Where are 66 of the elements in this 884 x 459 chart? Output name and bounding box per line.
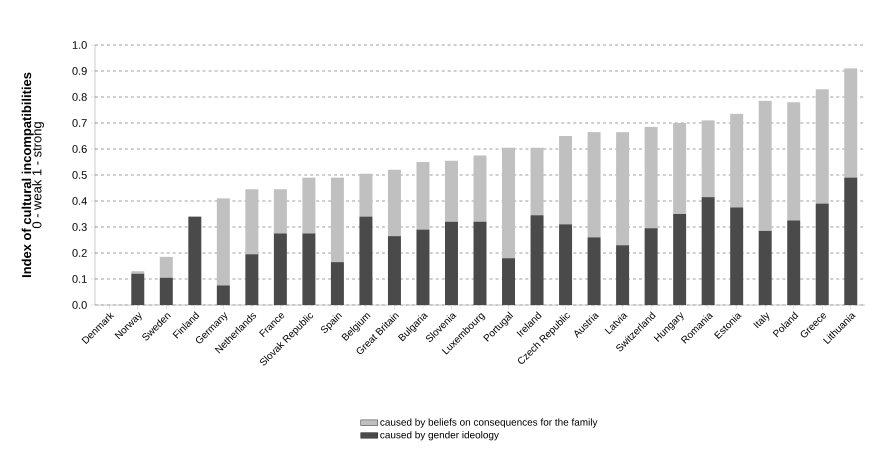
bar — [816, 204, 829, 305]
bar — [844, 178, 858, 305]
bar — [673, 214, 686, 305]
y-tick-label: 1.0 — [72, 41, 87, 49]
bar — [474, 222, 487, 305]
bar — [673, 123, 686, 214]
y-tick-label: 0.6 — [72, 145, 87, 153]
bar — [416, 162, 430, 230]
bar — [302, 178, 316, 234]
bar — [359, 216, 372, 305]
y-tick-label: 0.2 — [72, 249, 87, 257]
bar — [616, 132, 630, 246]
bar — [330, 178, 344, 262]
bar — [359, 174, 372, 217]
bar — [530, 215, 544, 305]
bar — [816, 89, 829, 204]
bar — [160, 278, 173, 305]
y-tick-label: 0.7 — [72, 119, 87, 127]
bar — [530, 148, 544, 216]
legend-label: caused by beliefs on consequences for the family — [380, 418, 598, 428]
y-tick-label: 0.3 — [72, 223, 87, 231]
bar — [302, 234, 316, 305]
bar — [502, 148, 516, 258]
bar — [330, 262, 344, 305]
x-tick-label: Italy — [753, 312, 770, 328]
bar — [188, 216, 202, 305]
bar — [216, 286, 230, 305]
y-tick-label: 0.8 — [72, 93, 87, 101]
bar — [844, 68, 858, 178]
bar — [559, 136, 572, 224]
bar — [588, 132, 601, 238]
y-tick-label: 0.4 — [72, 197, 87, 205]
bar — [702, 120, 715, 198]
y-tick-label: 0.9 — [72, 67, 87, 75]
bar — [274, 189, 287, 234]
y-tick-label: 0.1 — [72, 275, 87, 283]
bar — [388, 170, 401, 236]
bar — [474, 156, 487, 222]
bar — [444, 222, 458, 305]
bar — [416, 230, 430, 305]
bar — [388, 236, 401, 305]
bar — [644, 228, 658, 305]
bar — [588, 237, 601, 305]
bar — [644, 126, 658, 228]
y-tick-label: 0.0 — [72, 301, 87, 309]
bar — [616, 245, 630, 305]
bar — [216, 198, 230, 286]
legend-label: caused by gender ideology — [380, 431, 499, 440]
bar — [758, 100, 772, 231]
bar — [444, 160, 458, 222]
bar — [274, 234, 287, 305]
bar — [245, 189, 258, 254]
bar — [160, 256, 173, 278]
bar — [787, 102, 800, 220]
bar — [502, 258, 516, 305]
text: 0 - weak 1 - strong — [32, 122, 44, 228]
bar — [131, 271, 144, 274]
bar — [131, 274, 144, 305]
y-tick-label: 0.5 — [72, 171, 87, 179]
bar — [245, 254, 258, 305]
bar — [730, 208, 744, 305]
bar — [702, 197, 715, 305]
bar — [787, 220, 800, 305]
bar — [758, 230, 772, 305]
bar — [730, 114, 744, 208]
bar — [559, 224, 572, 305]
